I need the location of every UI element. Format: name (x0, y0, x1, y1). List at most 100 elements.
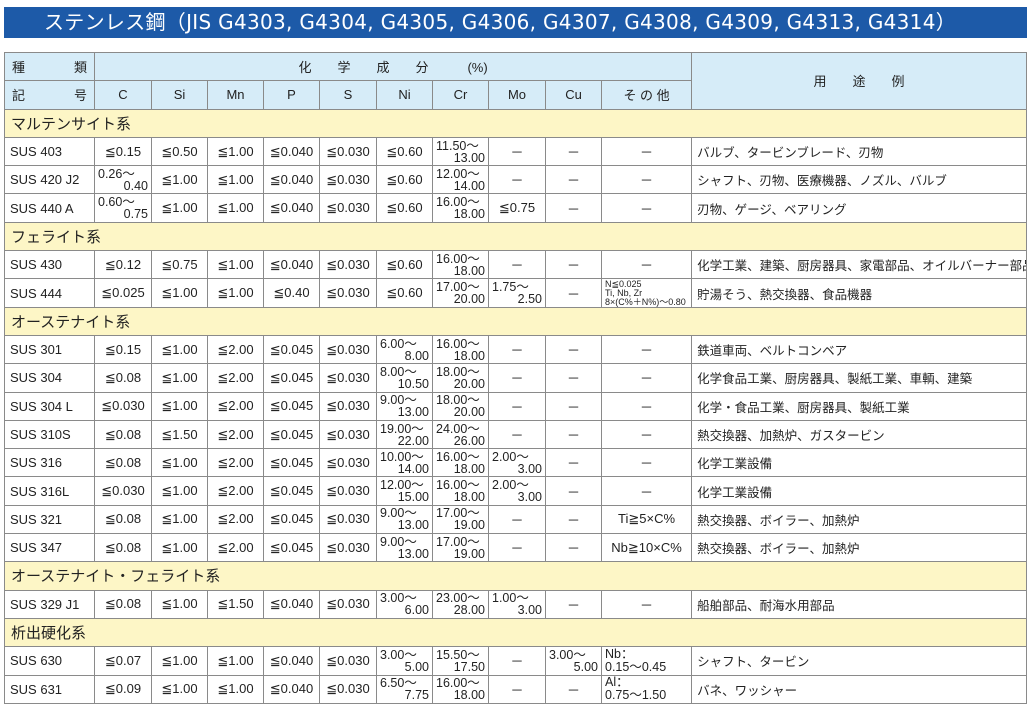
value-cell: 11.50～ 13.00 (432, 136, 489, 167)
value-cell: － (545, 504, 602, 535)
usage-cell: バネ、ワッシャー (691, 674, 1027, 704)
value-cell: ≦0.08 (94, 533, 152, 563)
value-cell: ≦0.030 (319, 646, 377, 676)
range-value: 11.50～ 13.00 (436, 139, 485, 164)
value-cell: ≦0.08 (94, 363, 152, 393)
range-value: 1.00～ 3.00 (492, 592, 542, 617)
value-cell: － (600, 193, 693, 223)
value-cell: ≦0.030 (319, 476, 377, 506)
value-cell: ≦0.045 (263, 419, 320, 450)
range-min: 6.50～ (380, 676, 417, 691)
range-max: 18.00 (453, 461, 485, 476)
value-cell: ≦1.00 (151, 533, 208, 563)
value-cell: ≦0.08 (94, 504, 152, 535)
range-max: 15.00 (397, 490, 429, 505)
range-value: 9.00～ 13.00 (380, 507, 429, 533)
range-min: 18.00～ (436, 393, 480, 408)
column-header-7: Mo (488, 80, 546, 110)
value-cell: ≦1.00 (207, 250, 264, 280)
value-cell: 1.75～ 2.50 (488, 278, 546, 308)
value-cell: ≦0.030 (319, 448, 377, 478)
value-cell: － (488, 391, 546, 421)
range-value: 16.00～ 18.00 (436, 479, 485, 504)
grade-cell: SUS 420 J2 (4, 165, 95, 195)
range-min: 24.00～ (436, 421, 480, 436)
value-cell: ≦0.030 (319, 278, 377, 308)
range-min: 17.00～ (436, 534, 480, 549)
table-row: SUS 329 J1 ≦0.08 ≦1.00 ≦1.50 ≦0.040 ≦0.030 3.0… (4, 589, 1027, 619)
range-value: 9.00～ 13.00 (380, 394, 429, 419)
value-cell: 16.00～ 18.00 (432, 448, 489, 478)
range-value: 17.00～ 19.00 (436, 507, 485, 532)
range-min: 3.00～ (380, 647, 417, 662)
value-cell: ≦1.00 (151, 589, 208, 619)
kind-header: 種類 (4, 51, 95, 82)
range-value: 6.50～ 7.75 (380, 676, 429, 702)
table-row: SUS 310S ≦0.08 ≦1.50 ≦2.00 ≦0.045 ≦0.030 19.00… (4, 419, 1027, 450)
value-cell: － (600, 334, 693, 365)
range-max: 13.00 (397, 518, 429, 533)
page-title: ステンレス鋼（JIS G4303, G4304, G4305, G4306, G… (4, 7, 1027, 38)
value-cell: ≦1.00 (207, 136, 264, 167)
column-header-3: P (263, 80, 320, 110)
table-row: SUS 403 ≦0.15 ≦0.50 ≦1.00 ≦0.040 ≦0.030 ≦0.60 1… (4, 136, 1027, 167)
range-value: 2.00～ 3.00 (492, 479, 542, 504)
value-cell: Ti≧5×C% (600, 504, 693, 535)
range-max: 17.50 (453, 659, 485, 674)
column-header-6: Cr (432, 80, 489, 110)
value-cell: ≦0.045 (263, 363, 320, 393)
value-cell: ≦0.040 (263, 250, 320, 280)
value-cell: ≦0.045 (263, 334, 320, 365)
value-cell: ≦0.030 (319, 674, 377, 704)
value-cell: 9.00～ 13.00 (376, 391, 433, 421)
value-cell: 17.00～ 20.00 (432, 278, 489, 308)
range-value: 1.75～ 2.50 (492, 281, 542, 307)
range-value: 12.00～ 14.00 (436, 168, 485, 193)
value-cell: ≦0.030 (319, 391, 377, 421)
range-min: 2.00～ (492, 449, 529, 464)
value-cell: ≦2.00 (207, 504, 264, 535)
value-cell: ≦1.00 (151, 476, 208, 506)
value-cell: 6.00～ 8.00 (376, 334, 433, 365)
grade-cell: SUS 630 (4, 646, 95, 676)
note-value: N≦0.025 Ti, Nb, Zr 8×(C%＋N%)～0.80 (605, 280, 688, 306)
value-cell: ≦0.60 (376, 165, 433, 195)
value-cell: Nb： 0.15～0.45 (600, 646, 693, 676)
range-max: 2.50 (517, 292, 542, 307)
usage-cell: シャフト、刃物、医療機器、ノズル、バルブ (691, 165, 1027, 195)
value-cell: 16.00～ 18.00 (432, 674, 489, 704)
value-cell: ≦2.00 (207, 419, 264, 450)
range-max: 0.75 (123, 207, 148, 222)
kind-label: 類 (73, 60, 87, 76)
value-cell: ≦1.00 (207, 278, 264, 308)
usage-cell: 化学・食品工業、厨房器具、製紙工業 (691, 391, 1027, 421)
usage-cell: 熱交換器、加熱炉、ガスタービン (691, 419, 1027, 450)
range-min: 16.00～ (436, 195, 480, 210)
range-value: 16.00～ 18.00 (436, 337, 485, 362)
range-max: 18.00 (453, 263, 485, 278)
range-value: 3.00～ 5.00 (549, 649, 598, 674)
range-min: 0.26～ (98, 166, 135, 181)
value-cell: 6.50～ 7.75 (376, 674, 433, 704)
range-value: 18.00～ 20.00 (436, 366, 485, 391)
table-row: SUS 304 ≦0.08 ≦1.00 ≦2.00 ≦0.045 ≦0.030 8.00～ 1… (4, 363, 1027, 393)
value-cell: 1.00～ 3.00 (488, 589, 546, 619)
value-cell: － (545, 419, 602, 450)
column-header-2: Mn (207, 80, 264, 110)
value-cell: ≦0.030 (319, 250, 377, 280)
range-max: 10.50 (397, 376, 429, 391)
value-cell: 10.00～ 14.00 (376, 448, 433, 478)
value-cell: － (600, 363, 693, 393)
table-row: SUS 444 ≦0.025 ≦1.00 ≦1.00 ≦0.40 ≦0.030 ≦0.60 1… (4, 278, 1027, 308)
range-value: 2.00～ 3.00 (492, 449, 542, 476)
range-value: 18.00～ 20.00 (436, 393, 485, 419)
value-cell: ≦1.00 (151, 165, 208, 195)
value-cell: － (600, 391, 693, 421)
value-cell: ≦0.045 (263, 448, 320, 478)
value-cell: ≦0.60 (376, 250, 433, 280)
range-min: 10.00～ (380, 449, 424, 464)
table-row: SUS 420 J2 0.26～ 0.40 ≦1.00 ≦1.00 ≦0.040 ≦0.03… (4, 165, 1027, 195)
usage-header: 用 途 例 (691, 52, 1027, 110)
column-header-8: Cu (545, 80, 602, 110)
table-row: SUS 304 L ≦0.030 ≦1.00 ≦2.00 ≦0.045 ≦0.030 9.0… (4, 391, 1027, 421)
